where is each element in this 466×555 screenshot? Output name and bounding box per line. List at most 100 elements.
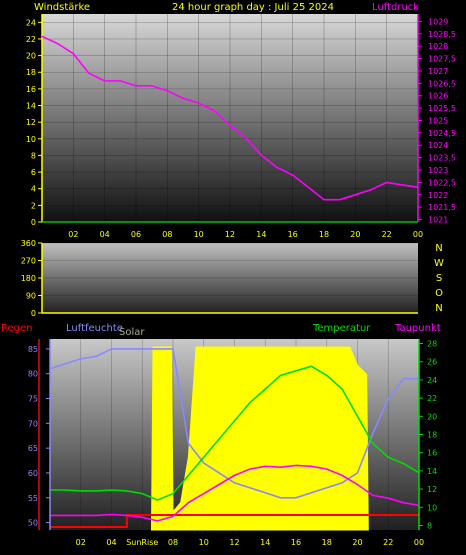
direction-letter: O: [435, 288, 443, 299]
panel3-right-ticks: 8 10 12 14 16 18 20 22 24 26 28: [418, 339, 437, 530]
direction-letter: N: [435, 243, 442, 254]
temperature-label: Temperatur: [312, 323, 371, 334]
panel1-left-tick-label: 24: [26, 18, 36, 27]
panel1-left-tick-label: 22: [26, 35, 36, 44]
panel1-x-tick-label: 14: [256, 230, 266, 239]
panel2-left-tick-label: 360: [21, 239, 36, 248]
panel2-plot-area: [42, 243, 418, 313]
panel1-left-tick-label: 10: [26, 135, 36, 144]
panel3-right-tick-label: 12: [427, 485, 437, 494]
panel1-x-ticks: 02 04 06 08 10 12 14 16 18 20 22 00: [68, 230, 423, 239]
panel3-x-tick-label: 22: [383, 538, 393, 547]
panel1-left-tick-label: 18: [26, 68, 36, 77]
panel1-right-tick-label: 1025,5: [428, 104, 456, 113]
panel3-x-tick-label: SunRise: [126, 538, 158, 547]
panel3-x-tick-label: 12: [229, 538, 239, 547]
panel1-x-tick-label: 22: [382, 230, 392, 239]
panel1-grid: [42, 14, 419, 223]
panel1-x-tick-label: 18: [319, 230, 329, 239]
panel1-left-tick-label: 6: [31, 168, 36, 177]
panel3-left-tick-label: 70: [28, 419, 38, 428]
panel1-left-tick-label: 20: [26, 52, 36, 61]
humidity-label: Luftfeuchte: [66, 323, 123, 334]
panel1-right-tick-label: 1027: [428, 67, 448, 76]
panel2-left-tick-label: 180: [21, 274, 36, 283]
panel3-right-tick-label: 22: [427, 394, 437, 403]
panel3-series: [49, 346, 420, 531]
panel3-left-tick-label: 65: [28, 444, 38, 453]
panel1-x-tick-label: 10: [194, 230, 204, 239]
chart-title: 24 hour graph day : Juli 25 2024: [172, 2, 334, 13]
panel1-right-tick-label: 1023,5: [428, 154, 456, 163]
dewpoint-label: Taupunkt: [394, 323, 441, 334]
panel3-right-tick-label: 16: [427, 449, 437, 458]
panel1-right-tick-label: 1022: [428, 191, 448, 200]
series-luftdruck: [41, 35, 419, 201]
panel1-series: [41, 35, 419, 223]
panel3-x-tick-label: 10: [199, 538, 209, 547]
panel1-x-tick-label: 20: [350, 230, 360, 239]
panel3-x-tick-label: 16: [291, 538, 301, 547]
panel1-left-tick-label: 2: [31, 201, 36, 210]
panel2-left-tick-label: 0: [31, 309, 36, 318]
panel3-x-tick-label: 00: [414, 538, 424, 547]
panel3-right-tick-label: 8: [427, 521, 432, 530]
panel1-plot-area: [42, 14, 418, 222]
direction-letter: W: [434, 258, 444, 269]
panel1-x-tick-label: 08: [162, 230, 172, 239]
right-axis-label: Luftdruck: [372, 2, 419, 13]
panel1-right-tick-label: 1026,5: [428, 79, 456, 88]
panel1-x-tick-label: 02: [68, 230, 78, 239]
panel3-x-ticks: 02 04 SunRise 08 10 12 14 16 18 20 22 00: [76, 538, 424, 547]
direction-letter: S: [436, 273, 442, 284]
series-luftfeuchte: [49, 348, 419, 499]
panel3-left-tick-label: 80: [28, 370, 38, 379]
panel1-x-tick-label: 12: [225, 230, 235, 239]
left-axis-label: Windstärke: [34, 2, 90, 13]
panel1-right-tick-label: 1021,5: [428, 203, 456, 212]
panel1-x-tick-label: 16: [288, 230, 298, 239]
panel1-right-tick-label: 1026: [428, 92, 448, 101]
panel3-right-tick-label: 28: [427, 340, 437, 349]
panel1-right-tick-label: 1029: [428, 17, 448, 26]
panel1-left-tick-label: 8: [31, 151, 36, 160]
panel1-right-tick-label: 1028,5: [428, 30, 456, 39]
panel2-left-ticks: 0 90 180 270 360: [21, 239, 43, 318]
solar-label: Solar: [119, 327, 145, 338]
series-solar: [150, 346, 369, 531]
panel3-left-tick-label: 55: [28, 494, 38, 503]
series-temperatur: [50, 365, 420, 501]
panel3-right-tick-label: 18: [427, 431, 437, 440]
panel3-right-tick-label: 24: [427, 376, 437, 385]
panel1-right-tick-label: 1021: [428, 216, 448, 225]
panel3-right-tick-label: 14: [427, 467, 437, 476]
panel1-right-tick-label: 1025: [428, 116, 448, 125]
panel1-left-tick-label: 4: [31, 185, 36, 194]
panel1-left-tick-label: 14: [26, 102, 36, 111]
panel1-left-tick-label: 12: [26, 118, 36, 127]
panel3-x-tick-label: 18: [322, 538, 332, 547]
panel3-left-tick-label: 50: [28, 519, 38, 528]
panel3-left-tick-label: 85: [28, 345, 38, 354]
panel3-right-tick-label: 10: [427, 503, 437, 512]
panel3-right-tick-label: 26: [427, 358, 437, 367]
panel2-left-tick-label: 90: [26, 292, 36, 301]
panel2-left-tick-label: 270: [21, 257, 36, 266]
panel1-left-tick-label: 16: [26, 85, 36, 94]
panel1-left-tick-label: 0: [31, 218, 36, 227]
panel3-x-tick-label: 14: [260, 538, 270, 547]
series-taupunkt: [50, 464, 420, 522]
panel3-x-tick-label: 08: [168, 538, 178, 547]
panel3-left-ticks: 50 55 60 65 70 75 80 85: [28, 339, 51, 530]
rain-label: Regen: [1, 323, 33, 334]
panel1-x-tick-label: 00: [413, 230, 423, 239]
panel3-right-tick-label: 20: [427, 412, 437, 421]
panel1-x-tick-label: 04: [100, 230, 110, 239]
panel3-x-tick-label: 02: [76, 538, 86, 547]
panel3-x-tick-label: 20: [352, 538, 362, 547]
panel1-right-tick-label: 1023: [428, 166, 448, 175]
panel1-right-tick-label: 1022,5: [428, 178, 456, 187]
